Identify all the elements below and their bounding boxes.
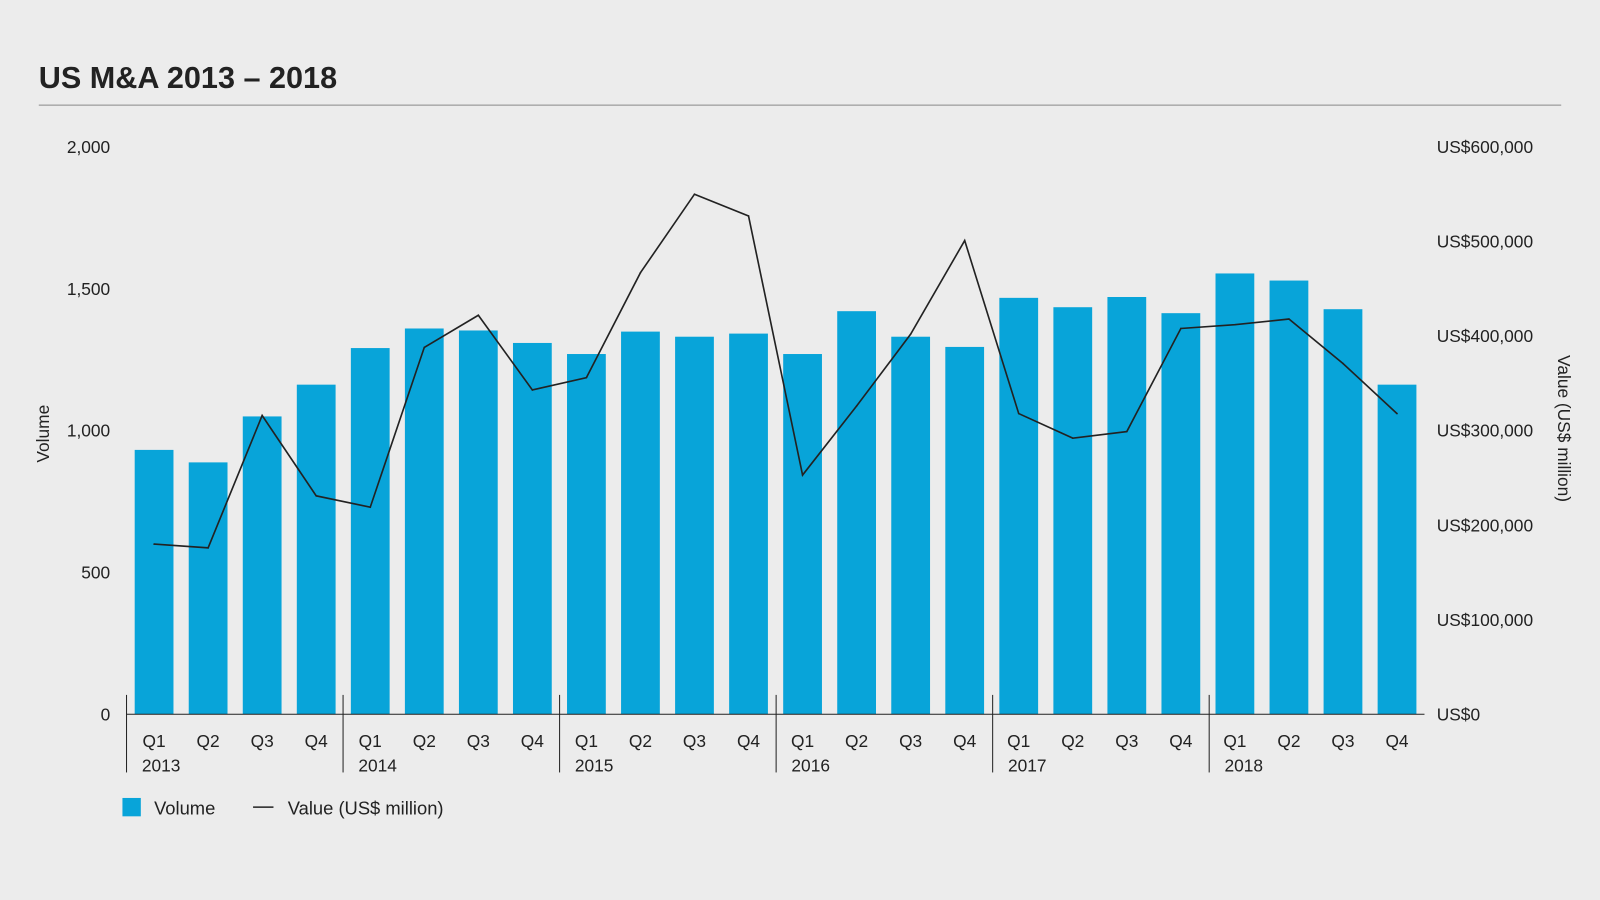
volume-bar — [1053, 307, 1093, 715]
volume-bar — [837, 311, 876, 715]
quarter-label: Q2 — [1277, 731, 1300, 751]
volume-bar — [134, 449, 174, 715]
volume-bar — [350, 348, 390, 715]
volume-bar — [404, 328, 444, 715]
y-axis-label: Volume — [33, 405, 53, 463]
quarter-label: Q2 — [197, 731, 220, 751]
y2-tick-label: US$400,000 — [1437, 326, 1533, 346]
legend-value-label: Value (US$ million) — [288, 797, 444, 818]
volume-bar — [1323, 309, 1363, 715]
quarter-label: Q1 — [1007, 731, 1030, 751]
volume-bar — [891, 336, 931, 715]
y-tick-label: 500 — [81, 563, 110, 583]
quarter-label: Q1 — [575, 731, 598, 751]
volume-bar — [567, 354, 606, 715]
volume-bar — [1107, 297, 1147, 715]
y2-tick-label: US$200,000 — [1437, 515, 1533, 535]
left-axis: 0 500 1,000 1,500 2,000 — [67, 137, 110, 724]
quarter-label: Q1 — [143, 731, 166, 751]
volume-bar — [621, 331, 660, 715]
volume-bar — [1377, 384, 1417, 715]
volume-bar — [675, 336, 714, 715]
quarter-label: Q2 — [845, 731, 868, 751]
year-label: 2015 — [575, 755, 614, 775]
volume-bar — [999, 297, 1039, 715]
y2-tick-label: US$300,000 — [1437, 421, 1533, 441]
volume-bar — [296, 384, 336, 715]
quarter-label: Q3 — [1331, 731, 1354, 751]
quarter-label: Q4 — [953, 731, 976, 751]
x-axis-labels: Q1 Q2 Q3 Q4 2013 Q1 Q2 Q3 Q4 2014 Q1 Q2 Q3 Q4 2015 Q1 Q2… — [126, 694, 1409, 775]
legend-volume-label: Volume — [154, 797, 215, 818]
y-tick-label: 2,000 — [67, 137, 110, 157]
chart-title: US M&A 2013 – 2018 — [39, 61, 337, 95]
quarter-label: Q2 — [629, 731, 652, 751]
volume-bar — [512, 342, 552, 715]
volume-bar — [188, 462, 228, 715]
bars — [134, 193, 1417, 715]
quarter-label: Q4 — [737, 731, 760, 751]
quarter-label: Q3 — [467, 731, 490, 751]
quarter-label: Q2 — [1061, 731, 1084, 751]
y-tick-label: 1,000 — [67, 421, 110, 441]
year-label: 2018 — [1224, 755, 1263, 775]
volume-bar — [1161, 313, 1201, 715]
legend: Volume Value (US$ million) — [122, 797, 444, 818]
quarter-label: Q4 — [521, 731, 544, 751]
quarter-label: Q1 — [359, 731, 382, 751]
quarter-label: Q3 — [683, 731, 706, 751]
quarter-label: Q1 — [1223, 731, 1246, 751]
volume-bar — [945, 346, 985, 715]
quarter-label: Q4 — [1169, 731, 1192, 751]
volume-bar — [458, 330, 498, 715]
quarter-label: Q2 — [413, 731, 436, 751]
y2-axis-label: Value (US$ million) — [1554, 355, 1574, 502]
quarter-label: Q4 — [1385, 731, 1408, 751]
quarter-label: Q3 — [251, 731, 274, 751]
volume-bar — [1215, 273, 1255, 715]
y2-tick-label: US$500,000 — [1437, 232, 1533, 252]
year-label: 2017 — [1008, 755, 1047, 775]
volume-bar — [729, 333, 768, 715]
year-label: 2014 — [358, 755, 397, 775]
legend-volume-swatch — [122, 797, 141, 817]
quarter-label: Q1 — [791, 731, 814, 751]
right-axis: US$0 US$100,000 US$200,000 US$300,000 US$400… — [1437, 137, 1533, 724]
y2-tick-label: US$0 — [1437, 704, 1480, 724]
year-label: 2013 — [142, 755, 181, 775]
quarter-label: Q3 — [899, 731, 922, 751]
volume-bar — [242, 416, 282, 715]
y-tick-label: 0 — [101, 704, 111, 724]
quarter-label: Q3 — [1115, 731, 1138, 751]
volume-bar — [1269, 280, 1309, 715]
quarter-label: Q4 — [305, 731, 328, 751]
y-tick-label: 1,500 — [67, 279, 110, 299]
year-label: 2016 — [791, 755, 830, 775]
y2-tick-label: US$600,000 — [1437, 137, 1533, 157]
y2-tick-label: US$100,000 — [1437, 610, 1533, 630]
value-line — [154, 193, 1398, 549]
